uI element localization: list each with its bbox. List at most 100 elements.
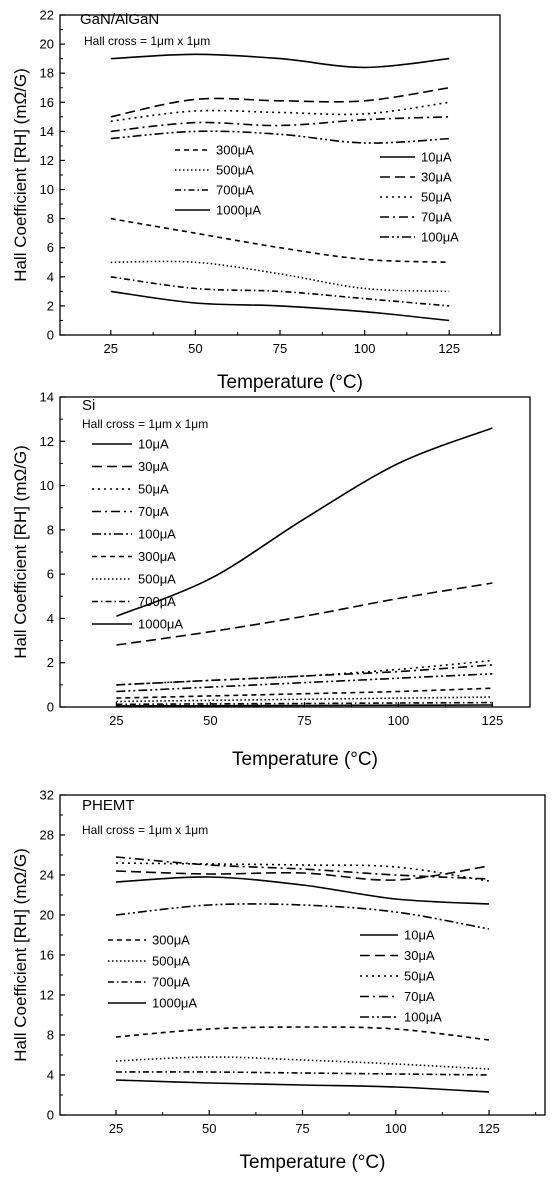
panel-1: 0 2 4 6 8 10 12 14 16 18 20 22 25 50 75 100 125 Temperatu… — [11, 8, 501, 393]
y-tick-label: 12 — [40, 988, 54, 1003]
series-10A-line — [116, 427, 493, 617]
x-tick-label: 25 — [109, 713, 123, 728]
legend-label: 700μA — [216, 183, 254, 198]
series-700A-line — [115, 1071, 490, 1076]
series-1000A-line — [116, 704, 493, 707]
x-axis-title: Temperature (°C) — [217, 372, 363, 393]
series-300A-line — [116, 687, 493, 699]
series-1000A-line — [115, 1079, 490, 1093]
legend-label: 300μA — [152, 933, 190, 948]
x-tick-label: 50 — [203, 713, 217, 728]
series-300A-line — [110, 217, 450, 264]
legend-1: 300μA 500μA 700μA 1000μA — [108, 933, 197, 1011]
y-tick-label: 0 — [47, 328, 54, 343]
y-tick-label: 4 — [47, 1068, 54, 1083]
y-tick-label: 16 — [40, 948, 54, 963]
x-axis-title: Temperature (°C) — [240, 1152, 386, 1173]
legend-1: 300μA 500μA 700μA 1000μA — [175, 143, 261, 218]
x-tick-label: 100 — [388, 713, 410, 728]
y-tick-label: 32 — [40, 788, 54, 803]
series-500A-line — [115, 1056, 490, 1070]
y-tick-label: 14 — [40, 390, 54, 405]
series-30A-line — [115, 865, 490, 881]
series-50A-line — [116, 659, 493, 686]
legend-label: 70μA — [404, 989, 435, 1004]
legend-label: 300μA — [216, 143, 254, 158]
y-tick-label: 14 — [40, 124, 54, 139]
hall-cross-annotation: Hall cross = 1μm x 1μm — [82, 417, 208, 431]
y-tick-label: 8 — [47, 522, 54, 537]
legend-label: 700μA — [152, 975, 190, 990]
legend-label: 1000μA — [138, 617, 183, 632]
x-tick-label: 125 — [438, 341, 460, 356]
y-tick-label: 20 — [40, 908, 54, 923]
y-tick-label: 0 — [47, 1108, 54, 1123]
y-tick-label: 8 — [47, 211, 54, 226]
y-tick-label: 24 — [40, 868, 54, 883]
x-tick-label: 50 — [202, 1121, 216, 1136]
x-tick-label: 125 — [482, 713, 504, 728]
legend-label: 300μA — [138, 549, 176, 564]
legend-label: 1000μA — [152, 996, 197, 1011]
panel-title: Si — [82, 397, 95, 414]
y-tick-label: 6 — [47, 240, 54, 255]
x-tick-label: 100 — [385, 1121, 407, 1136]
hall-cross-annotation: Hall cross = 1μm x 1μm — [84, 34, 210, 48]
hall-cross-annotation: Hall cross = 1μm x 1μm — [82, 823, 208, 837]
series-100A-line — [116, 673, 493, 693]
legend-2: 10μA 30μA 50μA 70μA 100μA — [380, 150, 459, 245]
legend-label: 30μA — [138, 459, 169, 474]
y-tick-label: 22 — [40, 8, 54, 23]
legend-label: 50μA — [138, 482, 169, 497]
x-tick-label: 25 — [104, 341, 118, 356]
y-axis-title: Hall Coefficient [RH] (mΩ/G) — [11, 848, 30, 1062]
y-axis-title: Hall Coefficient [RH] (mΩ/G) — [11, 445, 30, 659]
legend-label: 30μA — [421, 170, 452, 185]
legend-label: 500μA — [152, 954, 190, 969]
panel-2: 0 2 4 6 8 10 12 14 25 50 75 100 125 Temperature (°C) H… — [11, 390, 531, 770]
series-700A-line — [116, 701, 493, 706]
panel-title: PHEMT — [82, 797, 135, 814]
x-tick-label: 50 — [188, 341, 202, 356]
series-30A-line — [110, 86, 450, 118]
legend-label: 700μA — [138, 594, 176, 609]
series-100A-line — [115, 903, 490, 930]
series-10A-line — [115, 876, 490, 905]
y-tick-label: 2 — [47, 655, 54, 670]
legend-2: 10μA 30μA 50μA 70μA 100μA — [360, 928, 442, 1025]
series-500A-line — [116, 696, 493, 703]
x-axis-title: Temperature (°C) — [232, 749, 378, 770]
series-500A-line — [110, 260, 450, 293]
y-tick-label: 10 — [40, 478, 54, 493]
y-tick-label: 18 — [40, 66, 54, 81]
series-1000A-line — [110, 290, 450, 322]
legend-label: 100μA — [138, 527, 176, 542]
x-tick-label: 100 — [354, 341, 376, 356]
legend-label: 70μA — [421, 210, 452, 225]
legend-label: 100μA — [421, 230, 459, 245]
y-tick-label: 16 — [40, 95, 54, 110]
legend-label: 1000μA — [216, 203, 261, 218]
legend-1: 10μA 30μA 50μA 70μA 100μA 300μA 500μA 700μA 1000… — [92, 437, 183, 632]
series-70A-line — [110, 116, 450, 133]
y-tick-label: 12 — [40, 153, 54, 168]
series-50A-line — [110, 101, 450, 122]
legend-label: 10μA — [421, 150, 452, 165]
panel-title: GaN/AlGaN — [80, 11, 159, 28]
series-70A-line — [115, 856, 490, 880]
series-70A-line — [116, 664, 493, 686]
x-tick-label: 125 — [478, 1121, 500, 1136]
y-tick-label: 8 — [47, 1028, 54, 1043]
y-tick-label: 6 — [47, 567, 54, 582]
y-axis-title: Hall Coefficient [RH] (mΩ/G) — [11, 68, 30, 282]
legend-label: 10μA — [404, 928, 435, 943]
legend-label: 500μA — [138, 572, 176, 587]
y-tick-label: 4 — [47, 269, 54, 284]
legend-label: 50μA — [404, 969, 435, 984]
legend-label: 30μA — [404, 948, 435, 963]
legend-label: 70μA — [138, 504, 169, 519]
legend-label: 10μA — [138, 437, 169, 452]
y-tick-label: 20 — [40, 37, 54, 52]
